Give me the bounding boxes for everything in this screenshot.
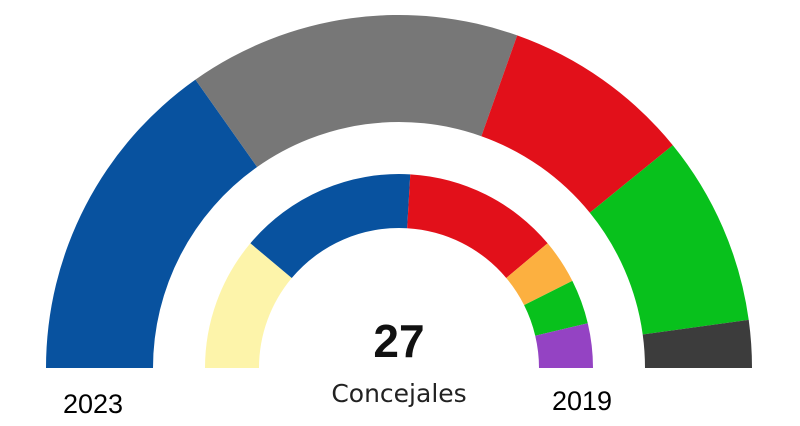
seat-segment-2023-3 [481, 35, 673, 213]
total-seats: 27 [373, 315, 424, 367]
ring-2019 [205, 174, 593, 368]
seat-segment-2019-1 [205, 243, 292, 368]
ring-2023 [46, 14, 752, 369]
seat-segment-2023-5 [642, 319, 752, 368]
seat-segment-2019-2 [250, 174, 411, 279]
seat-segment-2019-4 [506, 243, 573, 306]
seat-segment-2019-3 [407, 174, 548, 279]
seat-segment-2019-5 [524, 280, 588, 336]
seat-segment-2023-1 [46, 79, 258, 369]
seat-segment-2019-6 [535, 323, 593, 368]
seat-segment-2023-4 [589, 145, 749, 335]
year-label-2023: 2023 [63, 389, 123, 419]
year-label-2019: 2019 [552, 386, 612, 416]
seat-segment-2023-2 [195, 14, 518, 168]
caption-label: Concejales [331, 379, 466, 408]
